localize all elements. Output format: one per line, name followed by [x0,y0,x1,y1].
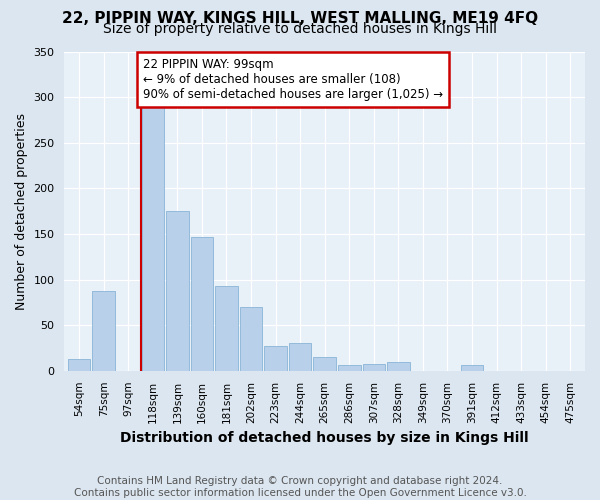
Text: 22 PIPPIN WAY: 99sqm
← 9% of detached houses are smaller (108)
90% of semi-detac: 22 PIPPIN WAY: 99sqm ← 9% of detached ho… [143,58,443,101]
Bar [215,286,238,371]
Text: Contains HM Land Registry data © Crown copyright and database right 2024.
Contai: Contains HM Land Registry data © Crown c… [74,476,526,498]
Bar [387,362,410,371]
Bar [240,307,262,371]
X-axis label: Distribution of detached houses by size in Kings Hill: Distribution of detached houses by size … [121,431,529,445]
Bar [68,359,91,371]
Bar [289,344,311,371]
Bar [166,211,188,371]
Y-axis label: Number of detached properties: Number of detached properties [15,112,28,310]
Text: Size of property relative to detached houses in Kings Hill: Size of property relative to detached ho… [103,22,497,36]
Bar [264,346,287,371]
Bar [191,236,213,371]
Bar [461,366,484,371]
Bar [92,292,115,371]
Bar [313,357,336,371]
Bar [338,366,361,371]
Bar [362,364,385,371]
Text: 22, PIPPIN WAY, KINGS HILL, WEST MALLING, ME19 4FQ: 22, PIPPIN WAY, KINGS HILL, WEST MALLING… [62,11,538,26]
Bar [142,106,164,371]
